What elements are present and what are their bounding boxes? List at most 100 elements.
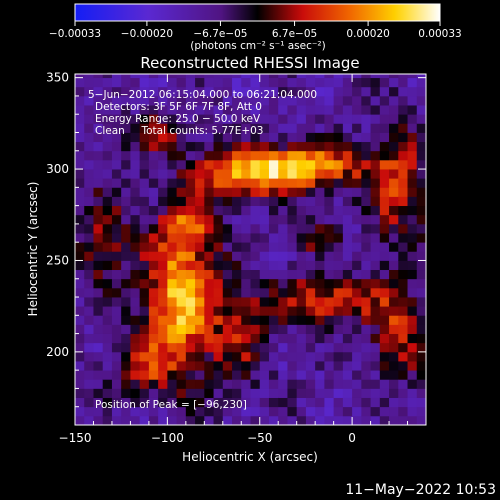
heatmap-cell xyxy=(407,74,418,79)
heatmap-cell xyxy=(102,269,113,280)
heatmap-cell xyxy=(111,169,122,179)
heatmap-cell xyxy=(102,123,113,133)
heatmap-cell xyxy=(158,159,168,170)
heatmap-cell xyxy=(259,260,270,271)
heatmap-cell xyxy=(407,233,418,243)
heatmap-cell xyxy=(259,361,270,371)
heatmap-cell xyxy=(185,159,196,170)
heatmap-cell xyxy=(379,105,390,115)
heatmap-cell xyxy=(111,370,122,380)
heatmap-cell xyxy=(176,306,187,316)
heatmap-cell xyxy=(398,287,408,298)
heatmap-cell xyxy=(407,214,418,225)
heatmap-cell xyxy=(93,159,104,170)
heatmap-cell xyxy=(305,95,316,106)
heatmap-cell xyxy=(389,132,399,143)
heatmap-cell xyxy=(195,150,205,161)
heatmap-cell xyxy=(333,187,344,197)
heatmap-cell xyxy=(333,406,344,417)
heatmap-cell xyxy=(416,324,426,334)
heatmap-cell xyxy=(333,351,344,362)
heatmap-cell xyxy=(296,388,307,398)
heatmap-cell xyxy=(296,306,307,316)
heatmap-cell xyxy=(389,123,399,133)
heatmap-cell xyxy=(232,187,242,197)
heatmap-cell xyxy=(305,251,316,261)
heatmap-cell xyxy=(222,361,233,371)
heatmap-cell xyxy=(139,86,150,97)
heatmap-cell xyxy=(407,397,418,408)
heatmap-cell xyxy=(204,379,214,389)
heatmap-cell xyxy=(324,223,335,234)
heatmap-cell xyxy=(333,214,344,225)
heatmap-cell xyxy=(268,269,279,280)
heatmap-cell xyxy=(259,287,270,298)
heatmap-cell xyxy=(93,324,104,334)
heatmap-cell xyxy=(296,324,307,334)
heatmap-cell xyxy=(84,196,94,207)
heatmap-cell xyxy=(296,406,307,417)
heatmap-cell xyxy=(75,370,85,380)
heatmap-cell xyxy=(158,297,168,307)
heatmap-cell xyxy=(361,379,371,389)
heatmap-cell xyxy=(398,388,408,398)
heatmap-cell xyxy=(259,397,270,408)
heatmap-cell xyxy=(287,187,298,197)
heatmap-cell xyxy=(195,214,205,225)
heatmap-cell xyxy=(130,361,141,371)
heatmap-cell xyxy=(139,187,150,197)
heatmap-cell xyxy=(315,205,325,216)
heatmap-cell xyxy=(250,278,261,289)
heatmap-cell xyxy=(416,342,426,353)
heatmap-cell xyxy=(305,132,316,143)
heatmap-cell xyxy=(167,159,178,170)
heatmap-cell xyxy=(379,379,390,389)
heatmap-cell xyxy=(158,114,168,124)
heatmap-cell xyxy=(407,95,418,106)
heatmap-cell xyxy=(315,297,325,307)
heatmap-cell xyxy=(315,132,325,143)
heatmap-cell xyxy=(130,223,141,234)
heatmap-cell xyxy=(232,123,242,133)
heatmap-cell xyxy=(204,95,214,106)
heatmap-cell xyxy=(232,415,242,425)
heatmap-cell xyxy=(287,306,298,316)
heatmap-cell xyxy=(389,86,399,97)
heatmap-cell xyxy=(111,260,122,271)
heatmap-cell xyxy=(333,306,344,316)
heatmap-cell xyxy=(148,223,159,234)
heatmap-cell xyxy=(121,242,131,252)
heatmap-cell xyxy=(389,324,399,334)
heatmap-cell xyxy=(324,342,335,353)
heatmap-cell xyxy=(185,123,196,133)
heatmap-cell xyxy=(352,150,362,161)
heatmap-cell xyxy=(379,315,390,325)
heatmap-cell xyxy=(121,351,131,362)
heatmap-cell xyxy=(370,269,381,280)
heatmap-cell xyxy=(305,324,316,334)
heatmap-cell xyxy=(250,123,261,133)
heatmap-cell xyxy=(167,406,178,417)
heatmap-cell xyxy=(250,370,261,380)
heatmap-cell xyxy=(259,379,270,389)
heatmap-cell xyxy=(315,141,325,152)
heatmap-cell xyxy=(250,351,261,362)
heatmap-cell xyxy=(222,333,233,344)
heatmap-cell xyxy=(379,132,390,143)
heatmap-cell xyxy=(75,132,85,143)
heatmap-cell xyxy=(333,324,344,334)
heatmap-cell xyxy=(222,370,233,380)
heatmap-cell xyxy=(250,379,261,389)
heatmap-cell xyxy=(352,95,362,106)
heatmap-cell xyxy=(305,406,316,417)
heatmap-cell xyxy=(222,95,233,106)
heatmap-cell xyxy=(370,178,381,188)
heatmap-cell xyxy=(93,370,104,380)
heatmap-cell xyxy=(148,105,159,115)
heatmap-cell xyxy=(361,95,371,106)
heatmap-cell xyxy=(407,333,418,344)
heatmap-cell xyxy=(407,269,418,280)
heatmap-cell xyxy=(241,187,251,197)
heatmap-cell xyxy=(296,141,307,152)
heatmap-cell xyxy=(324,141,335,152)
